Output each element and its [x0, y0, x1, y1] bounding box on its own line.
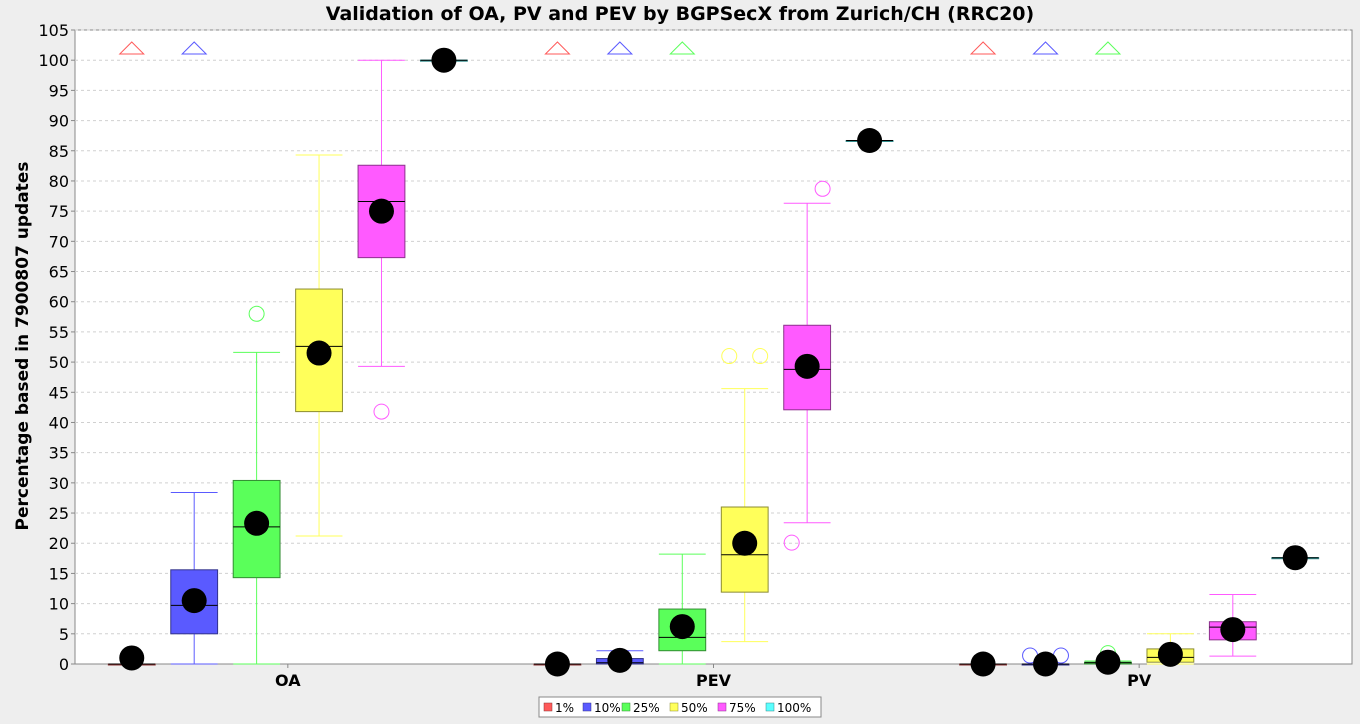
y-tick-label: 40: [49, 413, 69, 432]
series-3: [295, 154, 1195, 667]
outlier-marker: [721, 348, 738, 365]
legend-label: 10%: [594, 701, 621, 715]
mean-marker: [1033, 651, 1059, 677]
y-tick-label: 55: [49, 323, 69, 342]
mean-marker: [794, 353, 820, 379]
mean-marker: [1157, 641, 1183, 667]
mean-marker: [1220, 617, 1246, 643]
mean-marker: [669, 614, 695, 640]
mean-marker: [544, 651, 570, 677]
legend-swatch: [765, 702, 775, 712]
far-outlier-marker: [1032, 41, 1059, 55]
series-0: [107, 41, 1008, 677]
outlier-marker: [814, 180, 831, 197]
mean-marker: [970, 651, 996, 677]
series-1: [170, 41, 1070, 677]
mean-marker: [857, 127, 883, 153]
mean-marker: [119, 645, 145, 671]
mean-marker: [181, 588, 207, 614]
y-tick-label: 80: [49, 172, 69, 191]
y-tick-label: 90: [49, 112, 69, 131]
mean-marker: [1282, 545, 1308, 571]
y-tick-label: 85: [49, 142, 69, 161]
outlier-marker: [248, 305, 265, 322]
y-tick-label: 25: [49, 504, 69, 523]
y-tick-label: 15: [49, 564, 69, 583]
far-outlier-marker: [669, 41, 696, 55]
y-tick-label: 75: [49, 202, 69, 221]
y-tick-label: 105: [38, 21, 69, 40]
outlier-marker: [752, 348, 769, 365]
y-tick-label: 65: [49, 263, 69, 282]
y-axis-label: Percentage based in 7900807 updates: [13, 162, 33, 531]
mean-marker: [732, 530, 758, 556]
legend-swatch: [717, 702, 727, 712]
plot-area: [74, 29, 1353, 665]
chart-title: Validation of OA, PV and PEV by BGPSecX …: [326, 3, 1034, 25]
mean-marker: [1095, 649, 1121, 675]
outlier-marker: [373, 403, 390, 420]
far-outlier-marker: [118, 41, 145, 55]
grid-lines: [75, 29, 1352, 635]
legend-box: [538, 696, 822, 718]
y-tick-label: 45: [49, 383, 69, 402]
series-2: [232, 41, 1132, 675]
mean-marker: [244, 510, 270, 536]
y-tick-label: 30: [49, 474, 69, 493]
box-series: [107, 41, 1320, 677]
legend-label: 100%: [777, 701, 811, 715]
mean-marker: [607, 647, 633, 673]
far-outlier-marker: [180, 41, 208, 55]
legend-swatch: [669, 702, 679, 712]
far-outlier-marker: [1094, 41, 1122, 55]
legend: 1% 10% 25% 50% 75% 100%: [538, 696, 822, 718]
y-tick-label: 10: [49, 595, 69, 614]
legend-label: 50%: [681, 701, 708, 715]
x-tick-label: OA: [275, 671, 301, 690]
legend-swatch: [543, 702, 553, 712]
legend-label: 75%: [729, 701, 756, 715]
series-5: [419, 47, 1320, 571]
y-tick-label: 50: [49, 353, 69, 372]
x-tick-label: PEV: [696, 671, 732, 690]
y-tick-label: 0: [59, 655, 69, 674]
outlier-marker: [783, 534, 800, 551]
y-tick-labels: 0 5 10 15 20 25 30 35 40 45 50 55 60 65 70 75 80 85 90 95 10…: [38, 21, 75, 674]
y-tick-label: 60: [49, 293, 69, 312]
mean-marker: [431, 47, 457, 73]
far-outlier-marker: [969, 41, 997, 55]
x-tick-labels: OA PEV PV: [275, 664, 1152, 690]
legend-swatch: [582, 702, 592, 712]
far-outlier-marker: [606, 41, 634, 55]
legend-label: 25%: [633, 701, 660, 715]
legend-label: 1%: [555, 701, 574, 715]
y-tick-label: 100: [38, 51, 69, 70]
y-tick-label: 5: [59, 625, 69, 644]
far-outlier-marker: [544, 41, 571, 55]
legend-swatch: [621, 702, 631, 712]
mean-marker: [306, 340, 332, 366]
y-tick-label: 35: [49, 444, 69, 463]
y-tick-label: 70: [49, 232, 69, 251]
x-tick-label: PV: [1127, 671, 1152, 690]
mean-marker: [368, 198, 394, 224]
y-tick-label: 95: [49, 81, 69, 100]
series-4: [357, 59, 1257, 657]
y-tick-label: 20: [49, 534, 69, 553]
